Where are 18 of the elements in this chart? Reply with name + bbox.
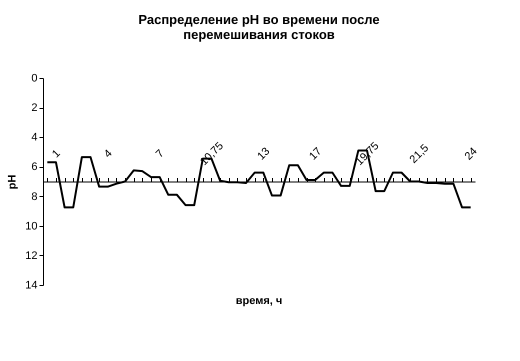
y-tick-label: 10 bbox=[25, 220, 38, 232]
y-tick-label: 0 bbox=[31, 72, 38, 84]
y-tick-label: 4 bbox=[31, 132, 38, 144]
text: Распределение pH во времени после bbox=[138, 12, 380, 27]
x-tick-label: 7 bbox=[154, 148, 167, 160]
x-tick-label: 24 bbox=[462, 145, 480, 163]
x-tick-label: 4 bbox=[102, 148, 115, 160]
x-tick-label: 13 bbox=[255, 145, 272, 163]
x-axis-title: время, ч bbox=[236, 295, 282, 307]
y-tick-label: 14 bbox=[25, 280, 38, 292]
x-tick-label: 17 bbox=[307, 145, 324, 163]
text: перемешивания стоков bbox=[183, 27, 335, 42]
y-tick-label: 8 bbox=[31, 190, 38, 203]
x-tick-label: 1 bbox=[50, 148, 63, 160]
y-tick-label: 6 bbox=[31, 161, 38, 174]
y-tick-label: 2 bbox=[31, 102, 38, 114]
y-tick-label: 12 bbox=[25, 250, 38, 262]
y-axis-title: pH bbox=[6, 174, 18, 190]
